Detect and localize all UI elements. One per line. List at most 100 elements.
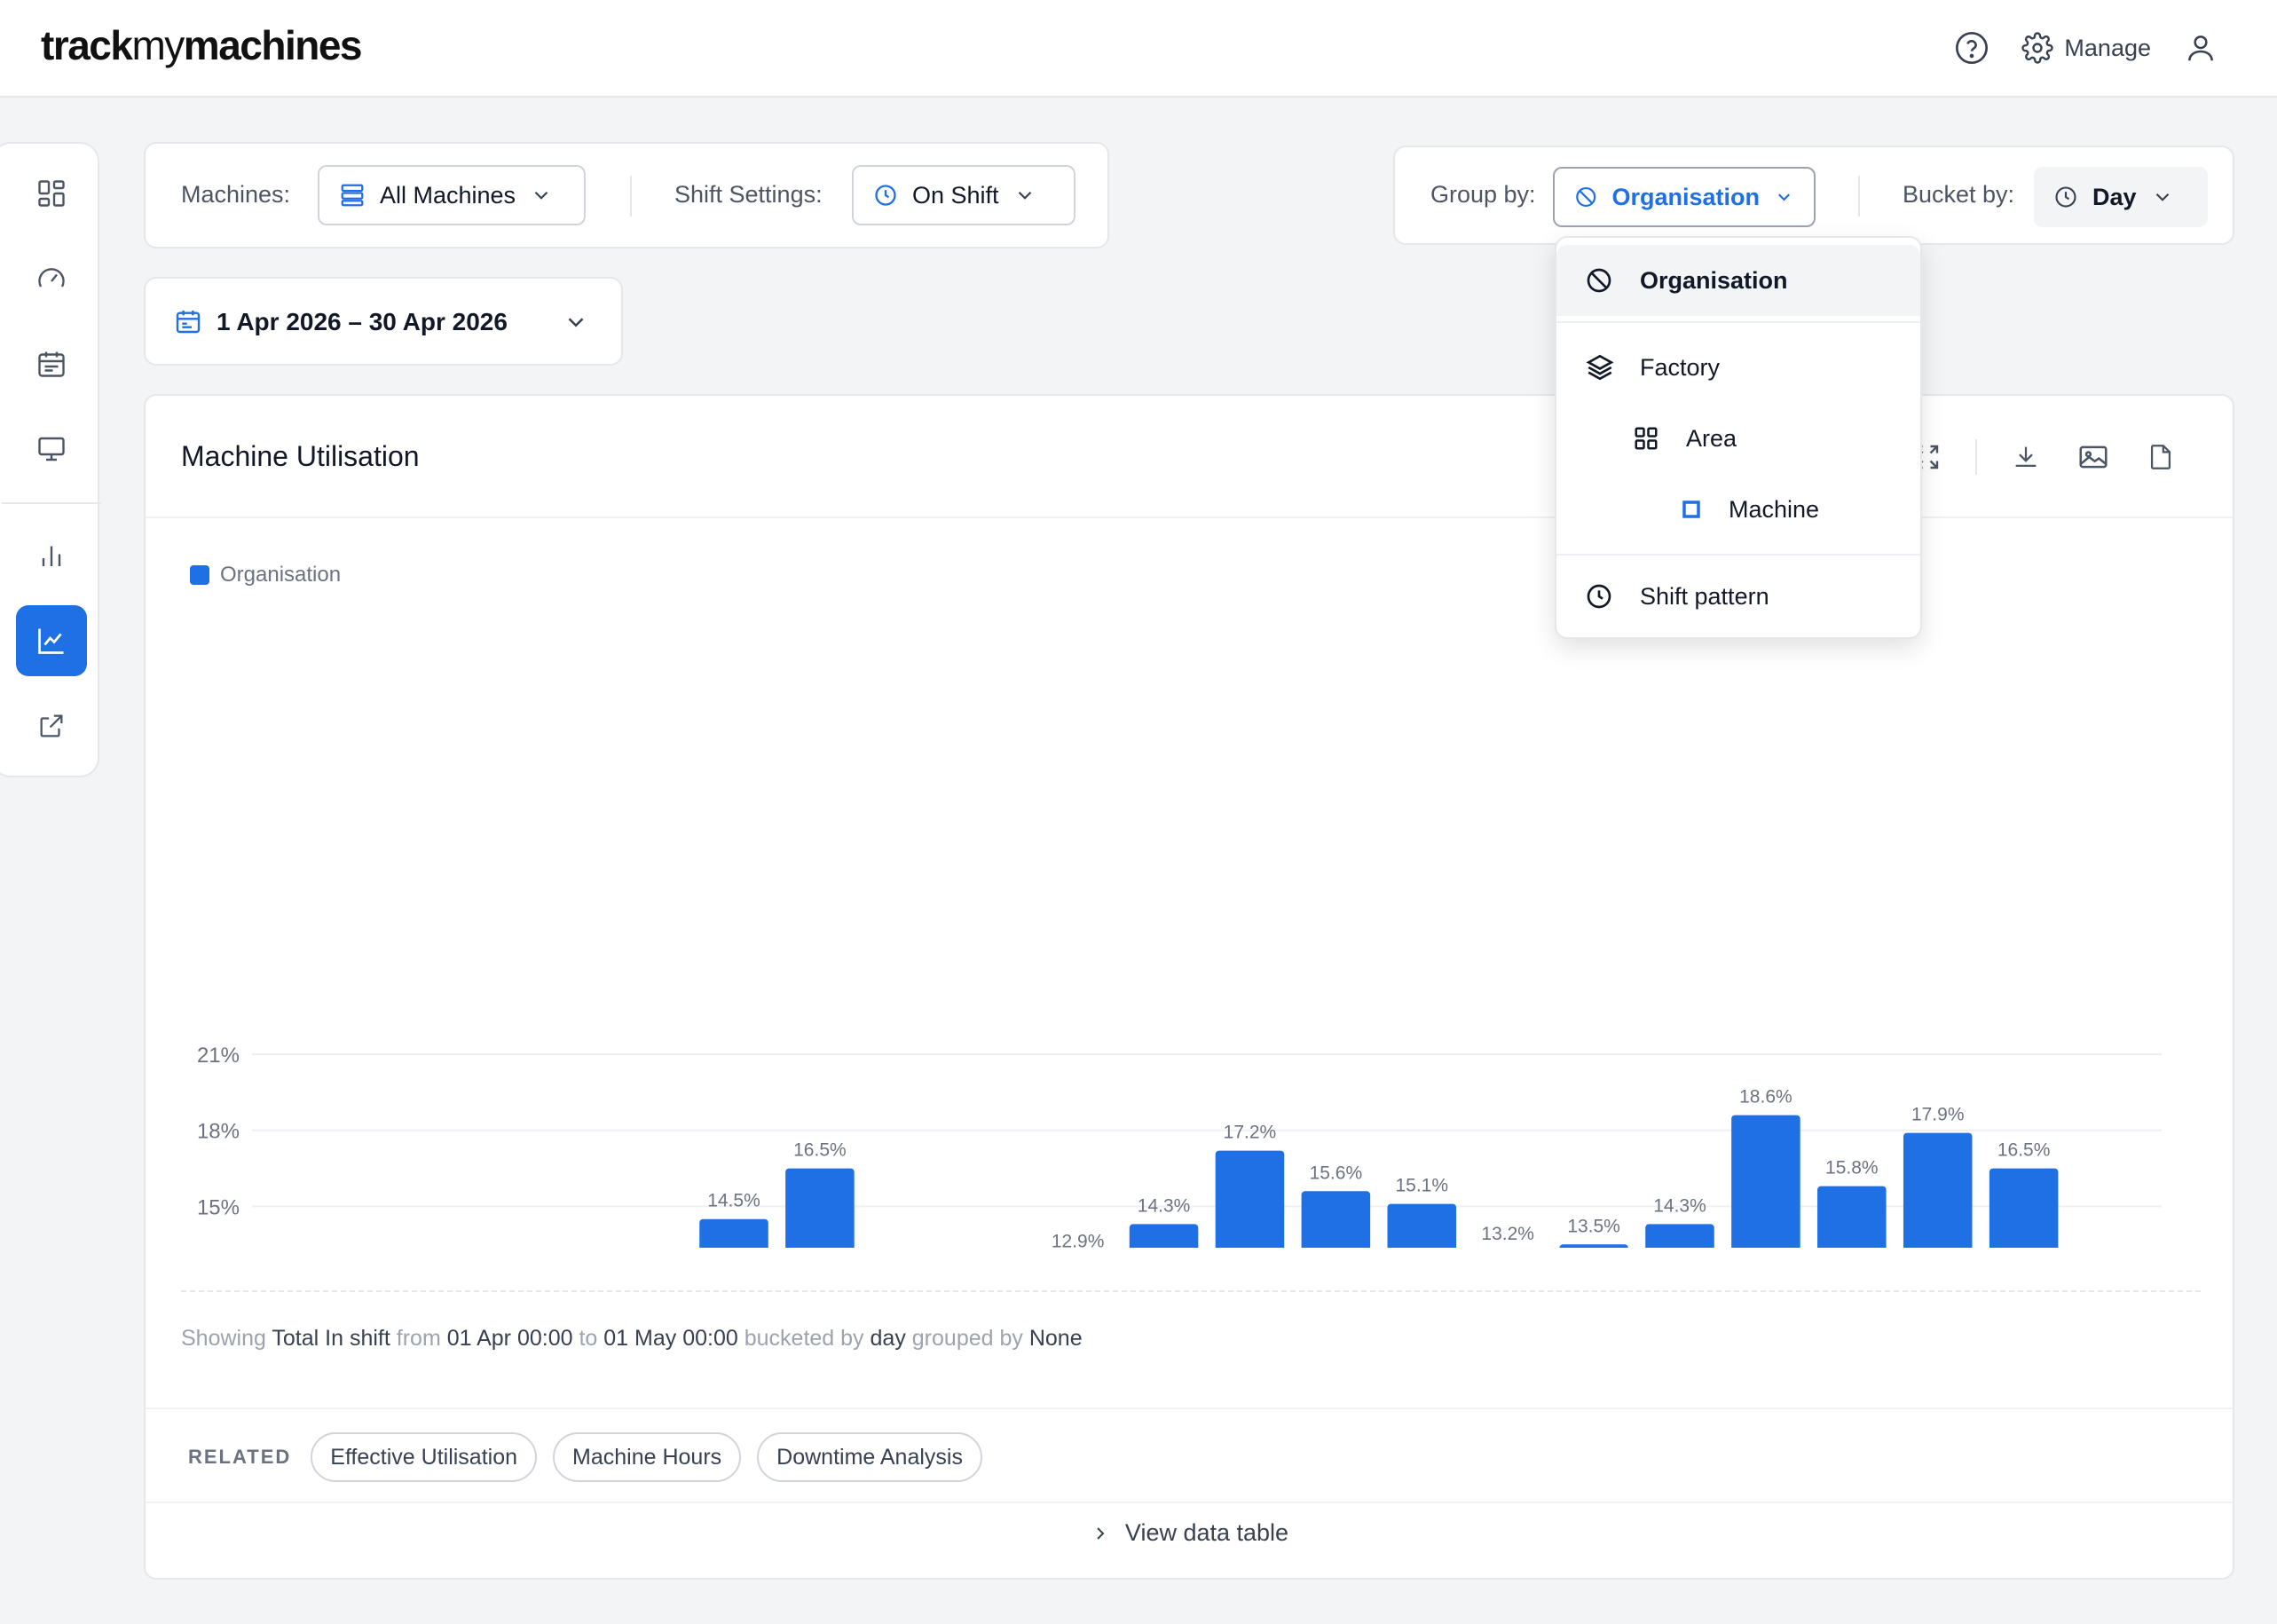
dropdown-label-factory: Factory (1640, 353, 1721, 381)
machines-select[interactable]: All Machines (318, 165, 586, 225)
dropdown-item-shift-pattern[interactable]: Shift pattern (1556, 561, 1920, 632)
clock-icon (1587, 584, 1611, 609)
summary-start: 01 Apr 00:00 (446, 1326, 573, 1351)
summary-to: to (579, 1326, 598, 1351)
dropdown-item-area[interactable]: Area (1556, 403, 1920, 474)
bar (1387, 1203, 1457, 1248)
gauge-icon (38, 268, 65, 288)
group-by-label: Group by: (1430, 181, 1536, 208)
help-icon[interactable] (1949, 25, 1995, 71)
chart-title: Machine Utilisation (181, 440, 420, 472)
sidebar-item-external[interactable] (16, 690, 87, 761)
sidebar-item-dashboard[interactable] (16, 158, 87, 229)
y-tick-label: 21% (197, 1044, 240, 1068)
grouping-divider (1858, 176, 1860, 217)
sidebar-item-schedule[interactable] (16, 328, 87, 399)
summary-metric: Total In shift (272, 1326, 390, 1351)
sidebar-item-bar-chart[interactable] (16, 520, 87, 591)
bar (1129, 1224, 1199, 1248)
ban-icon (1587, 268, 1611, 293)
utilisation-bar-chart: 0%3%6%9%12%15%18%21%5.2%01/04/20260%0%03… (197, 1044, 2162, 1248)
y-tick-label: 15% (197, 1195, 240, 1219)
view-data-table-label: View data table (1124, 1519, 1289, 1546)
summary-showing: Showing (181, 1326, 266, 1351)
dropdown-divider (1556, 321, 1920, 323)
dropdown-label-machine: Machine (1729, 495, 1820, 523)
clock-icon (2055, 186, 2076, 208)
bar (1903, 1132, 1973, 1248)
chart-summary: Showing Total In shift from 01 Apr 00:00… (181, 1326, 1083, 1352)
download-icon[interactable] (2007, 438, 2045, 476)
bar-value-label: 14.3% (1138, 1195, 1191, 1216)
table-divider (146, 1502, 2233, 1503)
chart-header-divider (146, 516, 2233, 518)
grouping-panel: Group by: Organisation Bucket by: Day (1393, 146, 2234, 245)
bucket-by-select[interactable]: Day (2034, 167, 2208, 227)
monitor-icon (38, 437, 65, 461)
calendar-icon (176, 311, 201, 334)
gear-icon (2021, 32, 2054, 64)
bar-value-label: 14.3% (1653, 1195, 1706, 1216)
group-by-dropdown: Organisation Factory Area Machine Shift … (1555, 236, 1922, 639)
layers-icon (1586, 354, 1614, 381)
square-icon (1682, 501, 1700, 518)
dashboard-icon (38, 180, 65, 207)
dropdown-item-organisation[interactable]: Organisation (1556, 245, 1920, 316)
related-effective-utilisation[interactable]: Effective Utilisation (311, 1432, 538, 1482)
user-icon[interactable] (2178, 25, 2224, 71)
date-range-picker[interactable]: 1 Apr 2026 – 30 Apr 2026 (144, 277, 623, 366)
bar-value-label: 16.5% (1997, 1140, 2051, 1161)
related-divider (146, 1407, 2233, 1409)
machines-label: Machines: (181, 181, 291, 208)
shift-settings-value: On Shift (912, 181, 999, 209)
logo-my-text: my (131, 22, 185, 68)
logo-machines-text: machines (183, 22, 363, 68)
sidebar-item-monitor[interactable] (16, 414, 87, 485)
filters-divider (630, 176, 632, 217)
related-machine-hours[interactable]: Machine Hours (553, 1432, 742, 1482)
group-by-select[interactable]: Organisation (1553, 167, 1816, 227)
bar (785, 1168, 855, 1248)
sidebar-item-line-chart[interactable] (16, 605, 87, 676)
top-bar: track my machines Manage (0, 0, 2277, 98)
dropdown-item-machine[interactable]: Machine (1556, 474, 1920, 545)
line-chart-icon (38, 628, 64, 654)
chevron-down-icon (534, 191, 548, 200)
chevron-down-icon (1778, 193, 1791, 201)
shift-settings-label: Shift Settings: (674, 181, 823, 208)
bucket-by-value: Day (2092, 183, 2137, 210)
related-downtime-analysis[interactable]: Downtime Analysis (757, 1432, 982, 1482)
summary-group: None (1028, 1326, 1083, 1351)
summary-bucket: day (870, 1326, 906, 1351)
shift-settings-select[interactable]: On Shift (852, 165, 1075, 225)
bar (1215, 1150, 1285, 1248)
image-icon[interactable] (2075, 438, 2112, 476)
bar-value-label: 18.6% (1739, 1087, 1792, 1108)
chevron-down-icon (568, 318, 584, 327)
document-icon[interactable] (2142, 438, 2179, 476)
sidebar-item-speed[interactable] (16, 243, 87, 314)
bar (1817, 1186, 1887, 1248)
chart-legend[interactable]: Organisation (190, 563, 341, 587)
date-range-value: 1 Apr 2026 – 30 Apr 2026 (217, 308, 508, 335)
bar-value-label: 13.2% (1481, 1224, 1534, 1244)
bar (1559, 1244, 1628, 1248)
bar (699, 1218, 768, 1248)
bar-value-label: 17.9% (1911, 1105, 1965, 1125)
bar-value-label: 15.6% (1310, 1163, 1363, 1183)
dropdown-item-factory[interactable]: Factory (1556, 332, 1920, 403)
calendar-list-icon (38, 351, 65, 377)
view-data-table-button[interactable]: View data table (146, 1519, 2233, 1547)
server-icon (341, 184, 364, 207)
logo-track-text: track (41, 22, 133, 68)
sidebar (0, 142, 101, 777)
app-logo[interactable]: track my machines (41, 21, 363, 69)
bar (1301, 1191, 1371, 1248)
summary-bucketed: bucketed by (744, 1326, 864, 1351)
clock-icon (875, 185, 896, 206)
external-link-icon (40, 714, 63, 737)
y-tick-label: 18% (197, 1120, 240, 1144)
manage-button[interactable]: Manage (2021, 32, 2151, 64)
legend-label: Organisation (220, 563, 342, 587)
bar-value-label: 13.5% (1567, 1216, 1620, 1236)
